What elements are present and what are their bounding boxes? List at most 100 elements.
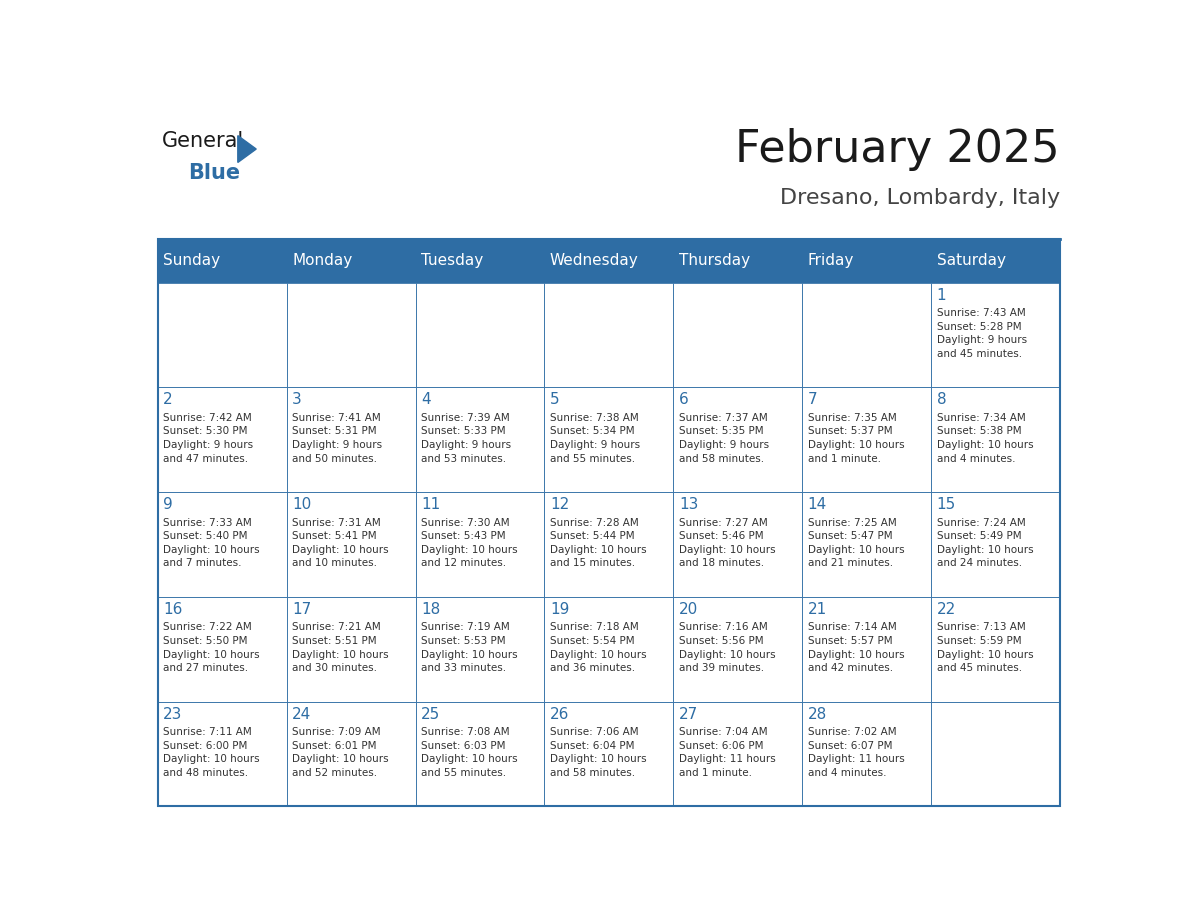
Bar bbox=[158, 239, 1060, 806]
Bar bbox=[158, 492, 286, 597]
Text: Sunrise: 7:16 AM
Sunset: 5:56 PM
Daylight: 10 hours
and 39 minutes.: Sunrise: 7:16 AM Sunset: 5:56 PM Dayligh… bbox=[678, 622, 776, 673]
Bar bbox=[416, 492, 544, 597]
Bar bbox=[544, 492, 674, 597]
Bar bbox=[802, 701, 931, 806]
Text: 3: 3 bbox=[292, 392, 302, 408]
Text: Sunrise: 7:27 AM
Sunset: 5:46 PM
Daylight: 10 hours
and 18 minutes.: Sunrise: 7:27 AM Sunset: 5:46 PM Dayligh… bbox=[678, 518, 776, 568]
Text: 5: 5 bbox=[550, 392, 560, 408]
Text: Sunrise: 7:04 AM
Sunset: 6:06 PM
Daylight: 11 hours
and 1 minute.: Sunrise: 7:04 AM Sunset: 6:06 PM Dayligh… bbox=[678, 727, 776, 778]
Text: 20: 20 bbox=[678, 602, 699, 617]
Bar bbox=[802, 492, 931, 597]
Text: 19: 19 bbox=[550, 602, 569, 617]
Bar bbox=[158, 387, 286, 492]
Bar bbox=[674, 492, 802, 597]
Text: 8: 8 bbox=[936, 392, 947, 408]
Bar bbox=[416, 387, 544, 492]
Bar bbox=[158, 701, 286, 806]
Bar bbox=[674, 283, 802, 387]
Text: Sunrise: 7:42 AM
Sunset: 5:30 PM
Daylight: 9 hours
and 47 minutes.: Sunrise: 7:42 AM Sunset: 5:30 PM Dayligh… bbox=[163, 413, 253, 464]
Text: Sunrise: 7:24 AM
Sunset: 5:49 PM
Daylight: 10 hours
and 24 minutes.: Sunrise: 7:24 AM Sunset: 5:49 PM Dayligh… bbox=[936, 518, 1034, 568]
Bar bbox=[286, 387, 416, 492]
Text: Sunrise: 7:43 AM
Sunset: 5:28 PM
Daylight: 9 hours
and 45 minutes.: Sunrise: 7:43 AM Sunset: 5:28 PM Dayligh… bbox=[936, 308, 1026, 359]
Text: 7: 7 bbox=[808, 392, 817, 408]
Text: Sunrise: 7:31 AM
Sunset: 5:41 PM
Daylight: 10 hours
and 10 minutes.: Sunrise: 7:31 AM Sunset: 5:41 PM Dayligh… bbox=[292, 518, 388, 568]
Text: 21: 21 bbox=[808, 602, 827, 617]
Text: Sunrise: 7:02 AM
Sunset: 6:07 PM
Daylight: 11 hours
and 4 minutes.: Sunrise: 7:02 AM Sunset: 6:07 PM Dayligh… bbox=[808, 727, 904, 778]
Text: Sunrise: 7:39 AM
Sunset: 5:33 PM
Daylight: 9 hours
and 53 minutes.: Sunrise: 7:39 AM Sunset: 5:33 PM Dayligh… bbox=[421, 413, 511, 464]
Text: Sunrise: 7:13 AM
Sunset: 5:59 PM
Daylight: 10 hours
and 45 minutes.: Sunrise: 7:13 AM Sunset: 5:59 PM Dayligh… bbox=[936, 622, 1034, 673]
Text: 27: 27 bbox=[678, 707, 699, 722]
Text: General: General bbox=[163, 131, 245, 151]
Bar bbox=[286, 492, 416, 597]
Bar bbox=[286, 283, 416, 387]
Text: Sunrise: 7:33 AM
Sunset: 5:40 PM
Daylight: 10 hours
and 7 minutes.: Sunrise: 7:33 AM Sunset: 5:40 PM Dayligh… bbox=[163, 518, 260, 568]
Text: Sunrise: 7:25 AM
Sunset: 5:47 PM
Daylight: 10 hours
and 21 minutes.: Sunrise: 7:25 AM Sunset: 5:47 PM Dayligh… bbox=[808, 518, 904, 568]
Text: Friday: Friday bbox=[808, 253, 854, 268]
Text: Sunrise: 7:19 AM
Sunset: 5:53 PM
Daylight: 10 hours
and 33 minutes.: Sunrise: 7:19 AM Sunset: 5:53 PM Dayligh… bbox=[421, 622, 518, 673]
Bar bbox=[931, 387, 1060, 492]
Bar bbox=[158, 283, 286, 387]
Bar bbox=[802, 387, 931, 492]
Text: Saturday: Saturday bbox=[936, 253, 1005, 268]
Bar bbox=[416, 283, 544, 387]
Text: 23: 23 bbox=[163, 707, 183, 722]
Text: Dresano, Lombardy, Italy: Dresano, Lombardy, Italy bbox=[779, 188, 1060, 207]
Bar bbox=[931, 283, 1060, 387]
Text: Blue: Blue bbox=[188, 163, 240, 184]
Text: 4: 4 bbox=[421, 392, 431, 408]
Bar bbox=[416, 701, 544, 806]
Text: 10: 10 bbox=[292, 497, 311, 512]
Bar bbox=[674, 387, 802, 492]
Text: Sunrise: 7:34 AM
Sunset: 5:38 PM
Daylight: 10 hours
and 4 minutes.: Sunrise: 7:34 AM Sunset: 5:38 PM Dayligh… bbox=[936, 413, 1034, 464]
Text: 1: 1 bbox=[936, 287, 947, 303]
Text: Monday: Monday bbox=[292, 253, 353, 268]
Bar bbox=[158, 239, 1060, 283]
Text: 11: 11 bbox=[421, 497, 441, 512]
Bar bbox=[674, 597, 802, 701]
Bar bbox=[286, 597, 416, 701]
Text: Sunrise: 7:11 AM
Sunset: 6:00 PM
Daylight: 10 hours
and 48 minutes.: Sunrise: 7:11 AM Sunset: 6:00 PM Dayligh… bbox=[163, 727, 260, 778]
Bar bbox=[931, 492, 1060, 597]
Bar bbox=[674, 701, 802, 806]
Text: Sunrise: 7:21 AM
Sunset: 5:51 PM
Daylight: 10 hours
and 30 minutes.: Sunrise: 7:21 AM Sunset: 5:51 PM Dayligh… bbox=[292, 622, 388, 673]
Text: 15: 15 bbox=[936, 497, 956, 512]
Text: 26: 26 bbox=[550, 707, 569, 722]
Bar bbox=[544, 701, 674, 806]
Text: Sunrise: 7:08 AM
Sunset: 6:03 PM
Daylight: 10 hours
and 55 minutes.: Sunrise: 7:08 AM Sunset: 6:03 PM Dayligh… bbox=[421, 727, 518, 778]
Text: 18: 18 bbox=[421, 602, 441, 617]
Text: February 2025: February 2025 bbox=[735, 128, 1060, 171]
Text: Sunrise: 7:14 AM
Sunset: 5:57 PM
Daylight: 10 hours
and 42 minutes.: Sunrise: 7:14 AM Sunset: 5:57 PM Dayligh… bbox=[808, 622, 904, 673]
Bar bbox=[544, 387, 674, 492]
Text: 14: 14 bbox=[808, 497, 827, 512]
Text: 22: 22 bbox=[936, 602, 956, 617]
Text: Sunrise: 7:41 AM
Sunset: 5:31 PM
Daylight: 9 hours
and 50 minutes.: Sunrise: 7:41 AM Sunset: 5:31 PM Dayligh… bbox=[292, 413, 383, 464]
Bar bbox=[416, 597, 544, 701]
Bar bbox=[544, 597, 674, 701]
Text: 13: 13 bbox=[678, 497, 699, 512]
Text: Sunrise: 7:22 AM
Sunset: 5:50 PM
Daylight: 10 hours
and 27 minutes.: Sunrise: 7:22 AM Sunset: 5:50 PM Dayligh… bbox=[163, 622, 260, 673]
Text: Sunrise: 7:28 AM
Sunset: 5:44 PM
Daylight: 10 hours
and 15 minutes.: Sunrise: 7:28 AM Sunset: 5:44 PM Dayligh… bbox=[550, 518, 646, 568]
Text: Sunrise: 7:35 AM
Sunset: 5:37 PM
Daylight: 10 hours
and 1 minute.: Sunrise: 7:35 AM Sunset: 5:37 PM Dayligh… bbox=[808, 413, 904, 464]
Bar bbox=[802, 283, 931, 387]
Text: 12: 12 bbox=[550, 497, 569, 512]
Text: Tuesday: Tuesday bbox=[421, 253, 484, 268]
Text: Sunrise: 7:09 AM
Sunset: 6:01 PM
Daylight: 10 hours
and 52 minutes.: Sunrise: 7:09 AM Sunset: 6:01 PM Dayligh… bbox=[292, 727, 388, 778]
Bar bbox=[931, 701, 1060, 806]
Bar bbox=[544, 283, 674, 387]
Text: 2: 2 bbox=[163, 392, 173, 408]
Text: 24: 24 bbox=[292, 707, 311, 722]
Text: 28: 28 bbox=[808, 707, 827, 722]
Text: Thursday: Thursday bbox=[678, 253, 750, 268]
Text: Wednesday: Wednesday bbox=[550, 253, 639, 268]
Bar bbox=[286, 701, 416, 806]
Text: Sunrise: 7:06 AM
Sunset: 6:04 PM
Daylight: 10 hours
and 58 minutes.: Sunrise: 7:06 AM Sunset: 6:04 PM Dayligh… bbox=[550, 727, 646, 778]
Text: Sunrise: 7:30 AM
Sunset: 5:43 PM
Daylight: 10 hours
and 12 minutes.: Sunrise: 7:30 AM Sunset: 5:43 PM Dayligh… bbox=[421, 518, 518, 568]
Polygon shape bbox=[238, 136, 257, 162]
Text: 17: 17 bbox=[292, 602, 311, 617]
Text: 6: 6 bbox=[678, 392, 689, 408]
Text: 9: 9 bbox=[163, 497, 173, 512]
Bar bbox=[158, 597, 286, 701]
Bar bbox=[931, 597, 1060, 701]
Text: Sunrise: 7:18 AM
Sunset: 5:54 PM
Daylight: 10 hours
and 36 minutes.: Sunrise: 7:18 AM Sunset: 5:54 PM Dayligh… bbox=[550, 622, 646, 673]
Text: 25: 25 bbox=[421, 707, 441, 722]
